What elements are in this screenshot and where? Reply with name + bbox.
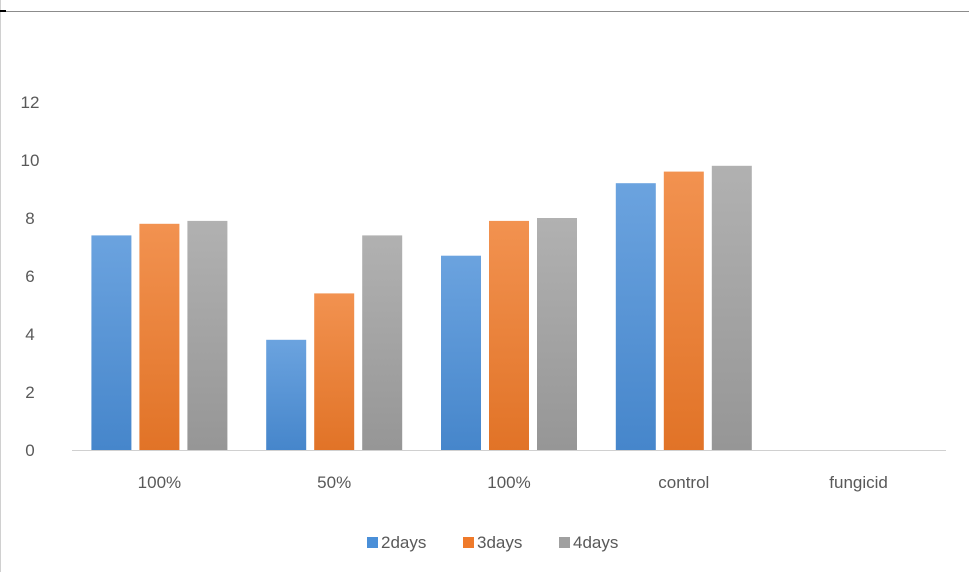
y-tick-label: 0 bbox=[25, 441, 34, 460]
bar-2days-100% bbox=[91, 235, 132, 450]
bar-2days-50% bbox=[266, 339, 307, 450]
x-category-label: control bbox=[658, 473, 709, 492]
x-category-label: 50% bbox=[317, 473, 351, 492]
bar-3days-50% bbox=[314, 293, 355, 450]
y-tick-label: 6 bbox=[25, 267, 34, 286]
bar-4days-50% bbox=[362, 235, 403, 450]
x-category-label: fungicid bbox=[829, 473, 888, 492]
x-category-label: 100% bbox=[487, 473, 530, 492]
bar-3days-100% bbox=[489, 220, 529, 450]
frame-left-border bbox=[0, 0, 1, 572]
bar-4days-control bbox=[711, 165, 752, 451]
y-tick-label: 12 bbox=[21, 93, 40, 112]
corner-mark bbox=[0, 10, 6, 12]
x-category-label: 100% bbox=[138, 473, 181, 492]
frame-top-border bbox=[0, 11, 969, 12]
legend-swatch-2days bbox=[367, 537, 378, 548]
legend-label-4days: 4days bbox=[573, 533, 618, 552]
legend-swatch-3days bbox=[463, 537, 474, 548]
bar-3days-control bbox=[663, 171, 704, 450]
y-tick-label: 10 bbox=[21, 151, 40, 170]
bar-2days-control bbox=[615, 183, 656, 450]
bar-3days-100% bbox=[139, 223, 180, 450]
legend-swatch-4days bbox=[559, 537, 570, 548]
bar-4days-100% bbox=[187, 220, 228, 450]
bar-2days-100% bbox=[441, 255, 481, 450]
bar-4days-100% bbox=[537, 218, 577, 450]
y-tick-label: 4 bbox=[25, 325, 34, 344]
y-tick-label: 2 bbox=[25, 383, 34, 402]
legend-label-3days: 3days bbox=[477, 533, 522, 552]
legend-label-2days: 2days bbox=[381, 533, 426, 552]
y-tick-label: 8 bbox=[25, 209, 34, 228]
